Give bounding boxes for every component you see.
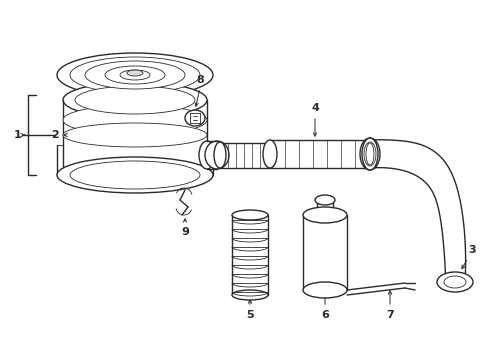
Ellipse shape — [364, 142, 376, 166]
Ellipse shape — [444, 276, 466, 288]
Text: 2: 2 — [51, 130, 59, 140]
Ellipse shape — [63, 123, 207, 147]
Ellipse shape — [437, 272, 473, 292]
Ellipse shape — [232, 290, 268, 300]
Ellipse shape — [232, 210, 268, 220]
Ellipse shape — [63, 82, 207, 118]
Ellipse shape — [362, 138, 378, 170]
Ellipse shape — [315, 195, 335, 205]
Ellipse shape — [75, 86, 195, 114]
Ellipse shape — [360, 138, 380, 170]
Ellipse shape — [120, 70, 150, 80]
Ellipse shape — [303, 282, 347, 298]
Text: 7: 7 — [386, 310, 394, 320]
Ellipse shape — [205, 141, 229, 169]
Ellipse shape — [85, 61, 185, 89]
Ellipse shape — [127, 70, 143, 76]
Ellipse shape — [57, 157, 213, 193]
Ellipse shape — [105, 66, 165, 84]
Text: 4: 4 — [311, 103, 319, 113]
Text: 1: 1 — [14, 130, 22, 140]
Ellipse shape — [199, 141, 215, 169]
Ellipse shape — [264, 142, 276, 168]
Text: 6: 6 — [321, 310, 329, 320]
Text: 3: 3 — [468, 245, 476, 255]
Ellipse shape — [70, 57, 200, 93]
Ellipse shape — [63, 105, 207, 135]
Ellipse shape — [366, 143, 374, 165]
Ellipse shape — [57, 53, 213, 97]
Text: 8: 8 — [196, 75, 204, 85]
Ellipse shape — [263, 140, 277, 168]
Ellipse shape — [214, 142, 226, 168]
Text: 9: 9 — [181, 227, 189, 237]
Ellipse shape — [185, 110, 205, 126]
Text: 5: 5 — [246, 310, 254, 320]
Ellipse shape — [70, 161, 200, 189]
Ellipse shape — [303, 207, 347, 223]
